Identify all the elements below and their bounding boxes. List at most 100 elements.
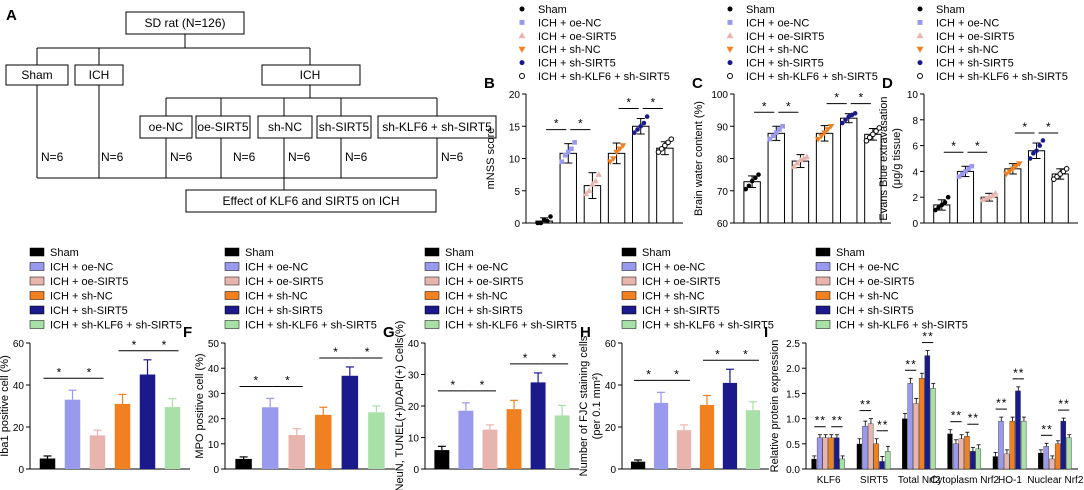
data-point [545, 218, 550, 224]
data-point [1003, 171, 1010, 178]
data-point [843, 117, 848, 123]
subgroup-label-3: sh-NC [268, 120, 302, 134]
legend-marker [518, 32, 526, 39]
data-point [638, 123, 644, 129]
x-category-label: Nuclear Nrf2 [1027, 475, 1084, 486]
data-point [966, 166, 971, 172]
legend-entry: ICH + oe-NC [245, 262, 308, 274]
bar [1020, 420, 1027, 470]
legend-swatch [424, 262, 440, 271]
legend-entry: ICH + sh-KLF6 + sh-SIRT5 [445, 320, 577, 332]
significance-star: * [860, 398, 865, 412]
data-point [814, 136, 822, 143]
legend-entry: Sham [445, 247, 474, 259]
count-sub-3: N=6 [288, 150, 311, 164]
significance-star: * [1022, 120, 1027, 134]
legend-swatch [424, 305, 440, 315]
significance-star: * [858, 91, 863, 105]
legend-swatch [224, 247, 240, 257]
data-point [749, 178, 755, 184]
bar [632, 125, 650, 224]
data-point [1012, 163, 1020, 170]
y-tick-label: 30 [408, 371, 420, 382]
significance-star: * [973, 411, 978, 425]
subgroup-label-2: oe-SIRT5 [197, 120, 248, 134]
significance-star: * [87, 365, 92, 379]
data-point [756, 172, 761, 177]
panel-label-c: C [692, 75, 703, 92]
bar [114, 403, 131, 469]
bar [815, 132, 834, 224]
bar [1054, 443, 1061, 470]
legend-swatch [224, 320, 240, 329]
legend-entry: ICH + sh-NC [746, 44, 809, 56]
legend-entry: Sham [936, 4, 965, 16]
significance-star: * [365, 345, 370, 359]
significance-star: * [911, 357, 916, 371]
bar [1015, 390, 1021, 470]
significance-star: * [956, 409, 961, 423]
data-point [767, 136, 773, 142]
y-tick-label: 30 [208, 389, 220, 400]
bar [89, 435, 106, 469]
y-tick-label: 20 [208, 415, 220, 426]
legend-swatch [224, 262, 240, 271]
significance-star: * [883, 418, 888, 432]
legend-swatch [29, 262, 45, 271]
bar [969, 451, 976, 470]
panel-label-b: B [484, 75, 495, 92]
significance-star: * [285, 373, 290, 387]
data-point [827, 123, 835, 130]
data-point [821, 130, 828, 136]
bar [839, 458, 846, 470]
y-axis-label: mNSS score [485, 128, 497, 190]
count-sham: N=6 [41, 150, 64, 164]
significance-star: * [866, 398, 871, 412]
data-point [866, 134, 873, 141]
panel-g: 0 10 20 30 40 G NeuN, TUNEL(+)/DAPI(+) Cells(%… [383, 247, 579, 490]
legend-swatch [29, 305, 45, 315]
bar [1060, 420, 1067, 470]
bar [811, 458, 817, 469]
significance-star: * [834, 91, 839, 105]
y-tick-label: 20 [13, 423, 25, 434]
y-tick-label: 50 [208, 339, 220, 350]
legend-entry: ICH + oe-SIRT5 [642, 276, 720, 288]
legend-swatch [621, 247, 637, 257]
legend-swatch [29, 291, 45, 300]
data-point [773, 130, 779, 135]
data-point [956, 174, 962, 179]
bar [64, 399, 81, 469]
y-axis-label: Iba1 positive cell (%) [0, 355, 11, 457]
legend-marker [519, 73, 525, 79]
bar [1043, 446, 1050, 470]
significance-star: * [451, 378, 456, 392]
data-point [559, 159, 565, 165]
data-point [870, 131, 876, 138]
significance-star: * [674, 367, 679, 381]
bar [907, 383, 914, 470]
data-point [743, 186, 749, 192]
data-point [1040, 138, 1046, 143]
x-category-label: KLF6 [817, 475, 841, 486]
bar [902, 418, 908, 469]
data-point [665, 139, 671, 146]
y-tick-label: 0 [912, 219, 918, 230]
y-tick-label: 40 [208, 364, 220, 375]
bar [288, 434, 305, 469]
data-point [1009, 166, 1017, 173]
legend-marker [726, 46, 734, 53]
bar [1004, 168, 1022, 224]
x-category-label: Cytoplasm Nrf2 [930, 475, 999, 486]
data-point [963, 169, 968, 174]
y-tick-label: 70 [717, 187, 729, 198]
bar [368, 412, 385, 469]
subgroup-label-1: oe-NC [149, 120, 184, 134]
bar [530, 382, 546, 469]
data-point [565, 149, 571, 155]
legend-entry: ICH + oe-SIRT5 [746, 31, 824, 43]
data-point [1063, 166, 1070, 172]
legend-entry: ICH + sh-KLF6 + sh-SIRT5 [836, 320, 968, 332]
panel-label-d: D [882, 75, 893, 92]
